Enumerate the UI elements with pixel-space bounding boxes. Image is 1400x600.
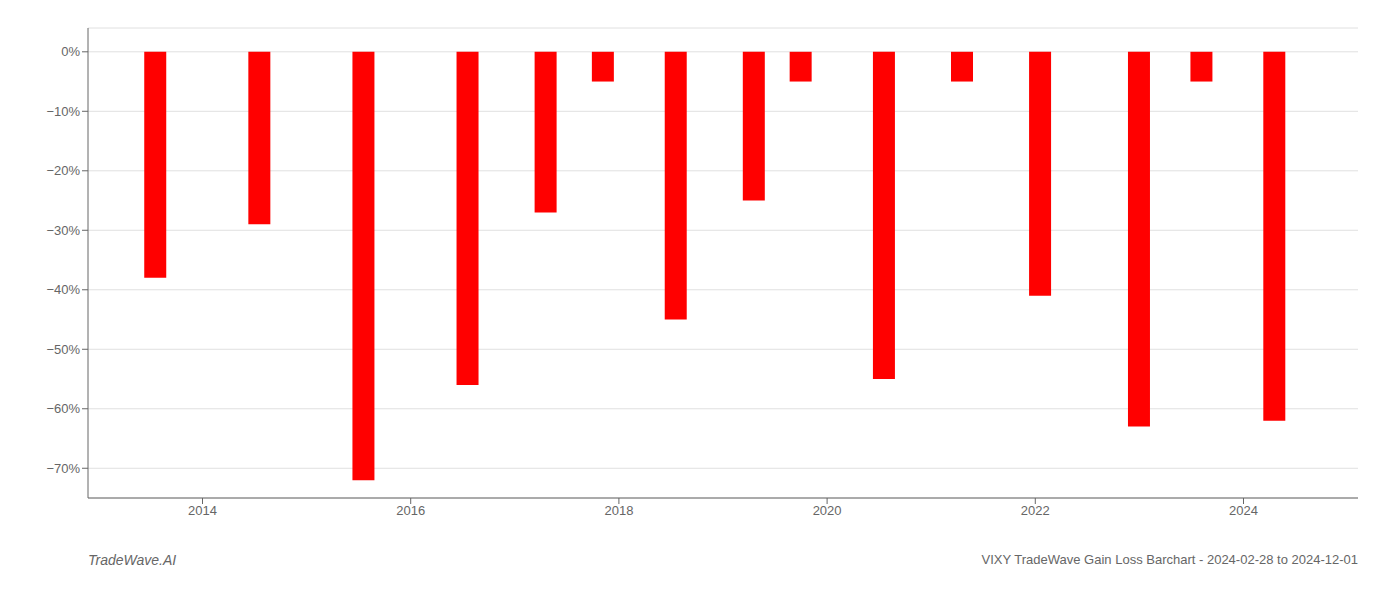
svg-text:2014: 2014 (188, 503, 217, 518)
html-text:TradeWave.AI: TradeWave.AI (88, 552, 177, 568)
svg-text:0%: 0% (61, 44, 80, 59)
svg-text:−70%: −70% (46, 461, 80, 476)
svg-text:−10%: −10% (46, 104, 80, 119)
html-text:VIXY TradeWave Gain Loss Barch: VIXY TradeWave Gain Loss Barchart - 2024… (981, 552, 1358, 567)
svg-text:−20%: −20% (46, 163, 80, 178)
svg-text:−30%: −30% (46, 223, 80, 238)
svg-text:2020: 2020 (813, 503, 842, 518)
svg-text:−50%: −50% (46, 342, 80, 357)
svg-text:2018: 2018 (604, 503, 633, 518)
svg-text:2024: 2024 (1229, 503, 1258, 518)
svg-text:2016: 2016 (396, 503, 425, 518)
svg-text:2022: 2022 (1021, 503, 1050, 518)
svg-text:−40%: −40% (46, 282, 80, 297)
svg-text:−60%: −60% (46, 401, 80, 416)
